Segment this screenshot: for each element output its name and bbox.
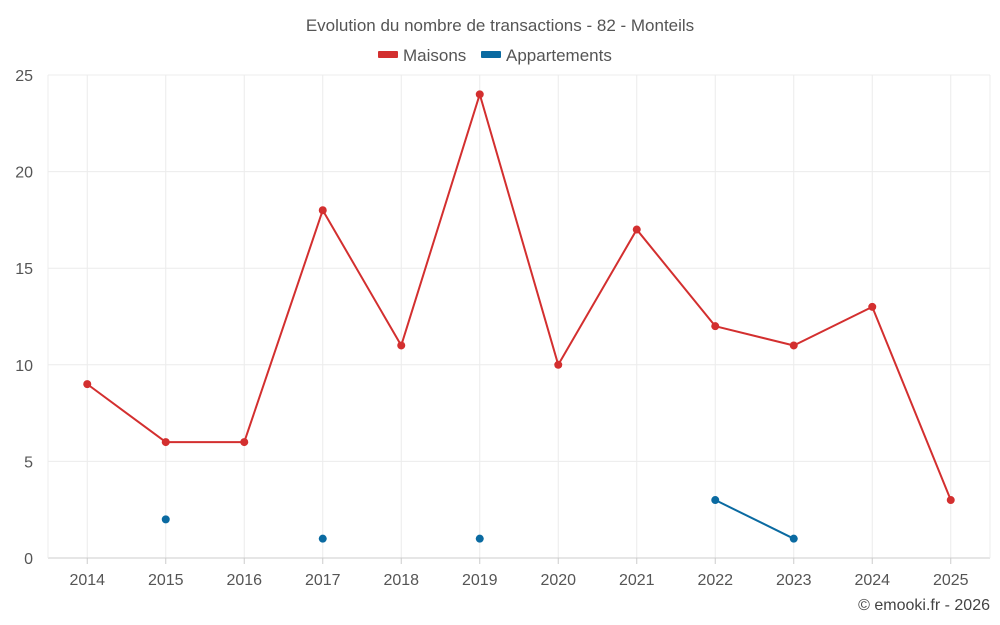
x-tick-label: 2020 xyxy=(540,572,576,589)
legend-label-maisons[interactable]: Maisons xyxy=(403,46,466,65)
data-point-maisons-2018[interactable] xyxy=(397,341,406,350)
data-point-maisons-2024[interactable] xyxy=(868,302,877,311)
series xyxy=(83,90,955,543)
data-point-appartements-2022[interactable] xyxy=(711,496,720,505)
data-point-maisons-2014[interactable] xyxy=(83,380,92,389)
data-point-maisons-2017[interactable] xyxy=(318,206,327,215)
y-tick-label: 0 xyxy=(24,551,33,568)
legend-swatch-appartements xyxy=(481,51,501,58)
data-point-maisons-2015[interactable] xyxy=(161,438,170,447)
x-tick-label: 2019 xyxy=(462,572,498,589)
x-tick-label: 2025 xyxy=(933,572,969,589)
data-point-maisons-2020[interactable] xyxy=(554,360,563,369)
data-point-maisons-2016[interactable] xyxy=(240,438,249,447)
x-tick-label: 2017 xyxy=(305,572,341,589)
series-line-maisons xyxy=(86,93,952,501)
series-appartements xyxy=(161,496,798,543)
data-point-maisons-2021[interactable] xyxy=(632,225,641,234)
x-tick-label: 2014 xyxy=(69,572,105,589)
y-tick-label: 5 xyxy=(24,454,33,471)
x-tick-label: 2015 xyxy=(148,572,184,589)
legend[interactable]: Maisons Appartements xyxy=(378,46,612,65)
legend-label-appartements[interactable]: Appartements xyxy=(506,46,612,65)
x-tick-label: 2024 xyxy=(854,572,890,589)
x-tick-label: 2023 xyxy=(776,572,812,589)
y-tick-label: 10 xyxy=(15,358,33,375)
chart-title: Evolution du nombre de transactions - 82… xyxy=(306,16,694,35)
data-point-maisons-2025[interactable] xyxy=(946,496,955,505)
data-point-appartements-2019[interactable] xyxy=(475,534,484,543)
legend-swatch-maisons xyxy=(378,51,398,58)
credit-text: © emooki.fr - 2026 xyxy=(858,597,990,614)
x-tick-label: 2016 xyxy=(226,572,262,589)
y-tick-label: 25 xyxy=(15,68,33,85)
data-point-maisons-2023[interactable] xyxy=(789,341,798,350)
data-point-appartements-2017[interactable] xyxy=(318,534,327,543)
series-line-appartements xyxy=(714,499,795,540)
x-tick-label: 2018 xyxy=(383,572,419,589)
y-tick-label: 20 xyxy=(15,165,33,182)
series-maisons xyxy=(83,90,955,505)
grid xyxy=(48,74,990,558)
x-tick-label: 2021 xyxy=(619,572,655,589)
x-tick-label: 2022 xyxy=(697,572,733,589)
data-point-appartements-2023[interactable] xyxy=(789,534,798,543)
y-tick-label: 15 xyxy=(15,261,33,278)
data-point-maisons-2019[interactable] xyxy=(475,90,484,99)
data-point-maisons-2022[interactable] xyxy=(711,322,720,331)
data-point-appartements-2015[interactable] xyxy=(161,515,170,524)
